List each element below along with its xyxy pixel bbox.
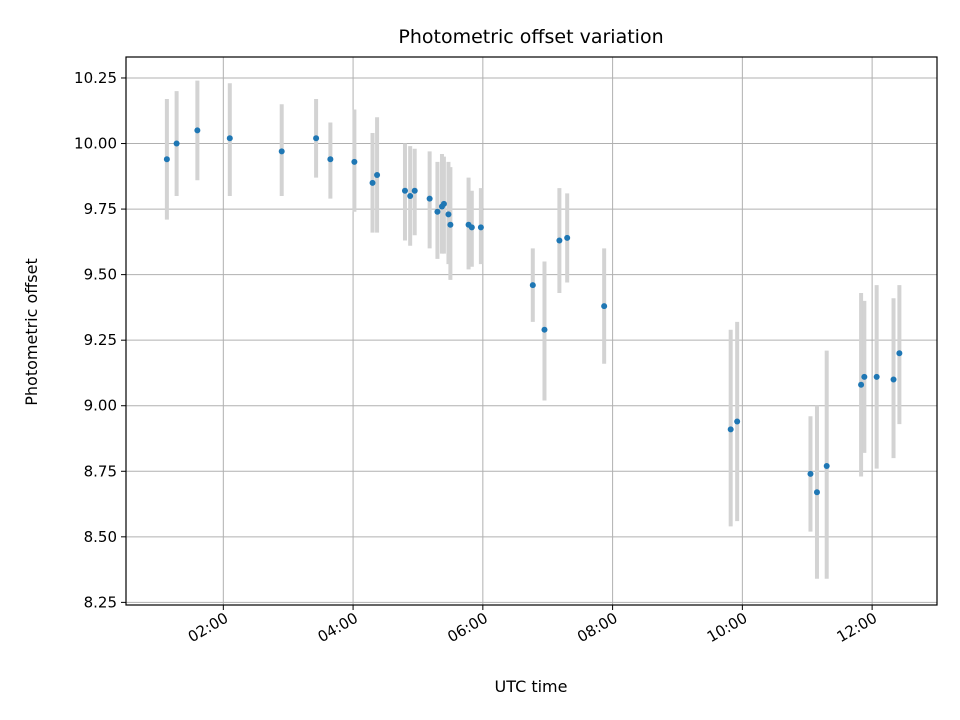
data-point [173,140,180,147]
data-point [445,211,452,218]
y-tick-label: 9.50 [84,266,117,284]
data-point [327,156,334,163]
data-point [564,234,571,241]
data-point [374,171,381,178]
data-point [734,418,741,425]
data-point [434,208,441,215]
x-axis-title: UTC time [495,677,568,696]
data-point [407,192,414,199]
chart-title: Photometric offset variation [398,26,663,48]
data-point [477,224,484,231]
y-tick-label: 8.50 [84,528,117,546]
data-point [823,463,830,470]
data-point [226,135,233,142]
y-tick-label: 9.75 [84,200,117,218]
data-point [411,187,418,194]
y-tick-label: 10.00 [74,135,117,153]
data-point [541,326,548,333]
data-point [861,373,868,380]
y-tick-label: 9.25 [84,331,117,349]
data-point [556,237,563,244]
data-point [447,221,454,228]
data-point [313,135,320,142]
data-point [858,381,865,388]
y-axis-title: Photometric offset [22,258,41,406]
data-point [351,158,358,165]
data-point [896,350,903,357]
data-point [426,195,433,202]
data-point [813,489,820,496]
y-tick-label: 8.25 [84,593,117,611]
y-tick-label: 9.00 [84,397,117,415]
data-point [369,179,376,186]
data-point [873,373,880,380]
data-point [440,200,447,207]
data-point [163,156,170,163]
y-axis-ticks: 8.25 8.50 8.75 9.00 9.25 9.50 9.75 10.00 10.25 [74,69,126,611]
data-point [890,376,897,383]
data-points [163,127,903,496]
data-point [401,187,408,194]
y-tick-label: 8.75 [84,462,117,480]
plot-frame [125,56,938,606]
data-point [468,224,475,231]
data-point [601,303,608,310]
data-point [727,426,734,433]
grid-lines [126,57,937,605]
y-tick-label: 10.25 [74,69,117,87]
data-point [278,148,285,155]
data-point [807,470,814,477]
data-point [194,127,201,134]
data-point [529,282,536,289]
